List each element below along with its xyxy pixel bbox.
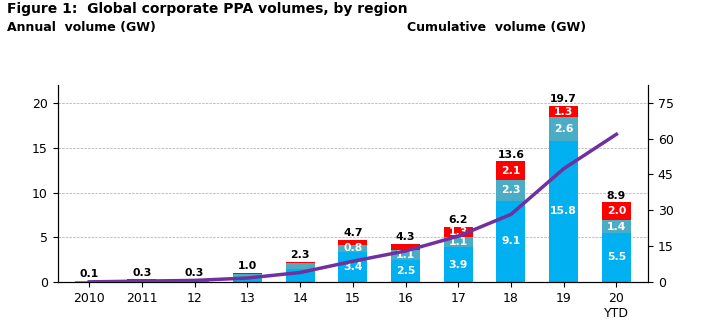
Bar (497, 161, 526, 180)
Bar (338, 252, 367, 282)
Bar (549, 117, 578, 141)
Bar (233, 277, 262, 282)
Text: 13.6: 13.6 (498, 150, 524, 159)
Bar (602, 220, 631, 233)
Text: 0.3: 0.3 (185, 268, 204, 277)
Text: 5.5: 5.5 (607, 253, 626, 262)
Text: 6.2: 6.2 (449, 215, 468, 225)
Text: Annual  volume (GW): Annual volume (GW) (7, 21, 156, 34)
Bar (444, 237, 473, 247)
Text: 0.1: 0.1 (80, 269, 99, 279)
Text: 2.3: 2.3 (290, 250, 310, 260)
Text: Cumulative  volume (GW): Cumulative volume (GW) (407, 21, 586, 34)
Bar (602, 233, 631, 282)
Text: 1.3: 1.3 (449, 227, 468, 237)
Bar (391, 244, 420, 250)
Bar (497, 180, 526, 201)
Text: 1.1: 1.1 (449, 237, 468, 247)
Bar (233, 274, 262, 277)
Text: Figure 1:  Global corporate PPA volumes, by region: Figure 1: Global corporate PPA volumes, … (7, 2, 408, 16)
Bar (286, 269, 315, 282)
Text: 3.4: 3.4 (343, 262, 363, 272)
Text: 8.9: 8.9 (607, 191, 626, 201)
Bar (286, 261, 315, 263)
Text: 4.7: 4.7 (343, 228, 363, 238)
Bar (497, 201, 526, 282)
Bar (602, 202, 631, 220)
Text: 2.0: 2.0 (607, 206, 626, 216)
Text: 1.1: 1.1 (396, 250, 415, 260)
Text: 0.3: 0.3 (132, 268, 152, 277)
Text: 2.5: 2.5 (396, 266, 415, 276)
Text: 9.1: 9.1 (501, 236, 521, 246)
Bar (180, 281, 209, 282)
Bar (127, 281, 156, 282)
Bar (549, 141, 578, 282)
Text: 19.7: 19.7 (550, 94, 577, 104)
Text: 2.1: 2.1 (501, 166, 521, 176)
Text: 15.8: 15.8 (550, 206, 577, 216)
Bar (444, 247, 473, 282)
Bar (286, 263, 315, 269)
Text: 2.3: 2.3 (501, 185, 521, 195)
Bar (338, 240, 367, 244)
Bar (549, 106, 578, 117)
Text: 0.8: 0.8 (343, 243, 362, 253)
Bar (127, 279, 156, 280)
Bar (338, 244, 367, 252)
Bar (180, 279, 209, 280)
Text: 1.3: 1.3 (554, 107, 573, 117)
Bar (127, 280, 156, 281)
Bar (391, 260, 420, 282)
Bar (180, 280, 209, 281)
Bar (444, 227, 473, 237)
Text: 2.6: 2.6 (554, 124, 573, 134)
Text: 1.4: 1.4 (607, 222, 626, 232)
Bar (233, 273, 262, 274)
Text: 1.0: 1.0 (238, 261, 257, 271)
Bar (391, 250, 420, 260)
Text: 4.3: 4.3 (396, 232, 415, 242)
Text: 3.9: 3.9 (449, 260, 468, 270)
